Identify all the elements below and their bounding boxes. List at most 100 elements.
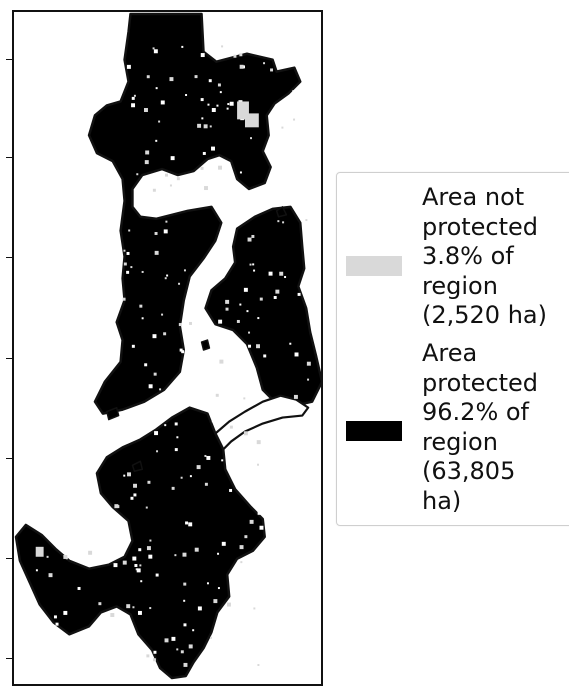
gap-pixel [232, 603, 237, 608]
unprotected-patch [114, 504, 119, 509]
gap-pixel [153, 49, 158, 54]
gap-pixel [189, 475, 192, 478]
gap-pixel [221, 459, 224, 462]
legend-line: protected [422, 212, 539, 241]
gap-pixel [148, 554, 153, 559]
island-outline [275, 206, 288, 218]
unprotected-patch [204, 482, 208, 486]
unprotected-patch [98, 602, 102, 606]
legend-line: ha) [422, 486, 462, 515]
gap-pixel [229, 248, 232, 251]
map-panel [12, 10, 323, 686]
unprotected-patch [136, 173, 139, 176]
gap-pixel [123, 474, 126, 477]
isthmus-outline [214, 394, 310, 451]
gap-pixel [241, 624, 245, 628]
gap-pixel [253, 269, 256, 272]
unprotected-patch [279, 271, 284, 276]
gap-pixel [229, 101, 234, 106]
unprotected-patch [240, 561, 243, 564]
gap-pixel [181, 350, 185, 354]
gap-pixel [217, 552, 220, 555]
gap-pixel [132, 556, 137, 561]
unprotected-patch [204, 454, 207, 457]
gap-pixel [230, 591, 233, 594]
unprotected-patch [145, 506, 148, 509]
unprotected-patch [169, 77, 174, 82]
gap-pixel [219, 91, 222, 94]
unprotected-patch [249, 263, 252, 266]
gap-pixel [131, 96, 135, 100]
unprotected-patch [249, 519, 254, 524]
gap-pixel [294, 352, 299, 357]
unprotected-patch [152, 47, 155, 50]
unprotected-patch [236, 319, 240, 323]
unprotected-patch [122, 297, 126, 301]
unprotected-patch [263, 62, 266, 65]
gap-pixel [227, 103, 230, 106]
legend-line: Area not [422, 183, 525, 211]
gap-pixel [176, 436, 179, 439]
legend-line: protected [422, 368, 539, 397]
legend-swatch-protected [346, 421, 402, 441]
unprotected-patch [176, 177, 180, 181]
gap-pixel [163, 229, 168, 234]
unprotected-patch [110, 613, 115, 617]
gap-pixel [89, 562, 94, 567]
gap-pixel [280, 183, 284, 187]
island-outline [106, 406, 120, 421]
gap-pixel [152, 334, 157, 339]
gap-pixel [217, 587, 220, 590]
legend-line: (63,805 [422, 457, 516, 485]
gap-pixel [211, 420, 214, 423]
gap-pixel [238, 640, 243, 645]
unprotected-patch [122, 560, 127, 565]
unprotected-patch [221, 45, 224, 48]
gap-pixel [104, 558, 109, 563]
gap-pixel [243, 570, 246, 573]
unprotected-patch [225, 299, 230, 304]
unprotected-patch [183, 662, 188, 667]
gap-pixel [305, 273, 310, 278]
unprotected-patch [133, 94, 136, 97]
gap-pixel [134, 201, 139, 206]
unprotected-patch [63, 554, 68, 559]
unprotected-patch [239, 545, 244, 550]
unprotected-patch [171, 486, 175, 490]
gap-pixel [289, 342, 292, 345]
unprotected-patch [123, 262, 127, 266]
unprotected-patch [127, 472, 131, 477]
unprotected-patch [237, 101, 249, 120]
gap-pixel [86, 539, 89, 542]
gap-pixel [206, 455, 211, 460]
gap-pixel [268, 271, 273, 276]
gap-pixel [140, 580, 143, 583]
legend-label-not-protected: Area not protected 3.8% of region (2,520… [422, 183, 569, 331]
unprotected-patch [158, 120, 161, 123]
unprotected-patch [200, 166, 204, 170]
unprotected-patch [281, 126, 284, 129]
gap-pixel [238, 427, 241, 430]
gap-pixel [257, 317, 260, 320]
gap-pixel [202, 151, 206, 155]
unprotected-patch [180, 476, 183, 479]
unprotected-patch [164, 638, 169, 643]
unprotected-patch [144, 160, 149, 165]
gap-pixel [102, 560, 107, 565]
unprotected-patch [182, 552, 187, 557]
unprotected-patch [248, 331, 251, 334]
gap-pixel [136, 568, 141, 573]
gap-pixel [134, 564, 138, 567]
gap-pixel [211, 146, 215, 151]
unprotected-patch [169, 184, 172, 187]
unprotected-patch [194, 75, 198, 79]
unprotected-patch [178, 323, 182, 327]
gap-pixel [138, 548, 142, 552]
unprotected-patch [139, 564, 142, 567]
unprotected-patch [251, 234, 255, 238]
unprotected-patch [123, 249, 126, 252]
gap-pixel [155, 139, 158, 142]
unprotected-patch [197, 123, 202, 128]
gap-pixel [141, 317, 144, 320]
gap-pixel [207, 652, 210, 655]
